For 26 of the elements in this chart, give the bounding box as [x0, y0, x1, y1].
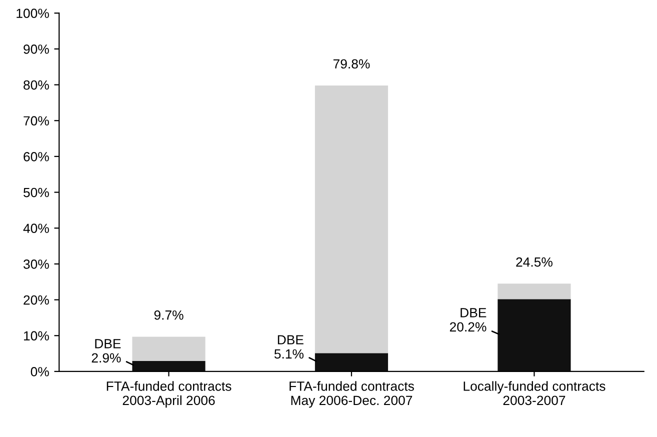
y-tick-label: 60% — [24, 152, 49, 162]
y-tick-label: 50% — [24, 188, 49, 198]
y-tick-label: 100% — [16, 8, 49, 18]
y-tick-label: 30% — [24, 260, 49, 269]
bar — [132, 336, 206, 362]
x-tick-label: FTA-funded contracts May 2006-Dec. 2007 — [290, 381, 414, 408]
y-tick-label: 40% — [23, 224, 49, 234]
bar — [498, 284, 571, 300]
x-tick-label: FTA-funded contracts 2003-April 2006 — [106, 381, 232, 408]
data-label: DBE 2.9% — [92, 339, 121, 363]
x-tick-label: Locally-funded contracts 2003-2007 — [464, 381, 606, 406]
bar — [314, 353, 388, 372]
total-label: 79.8% — [333, 59, 370, 69]
bar — [132, 361, 206, 372]
y-tick-label: 80% — [24, 80, 49, 90]
y-tick-label: 0% — [30, 367, 49, 376]
data-label: DBE 5.1% — [274, 335, 304, 359]
data-label: DBE 20.2% — [450, 308, 486, 332]
total-label: 9.7% — [154, 310, 184, 320]
bar — [314, 85, 388, 354]
bar — [498, 299, 571, 372]
y-tick-label: 20% — [24, 295, 49, 305]
y-tick-label: 10% — [24, 331, 49, 341]
total-label: 24.5% — [516, 257, 552, 267]
y-tick-label: 70% — [24, 116, 49, 126]
y-tick-label: 90% — [24, 44, 49, 54]
